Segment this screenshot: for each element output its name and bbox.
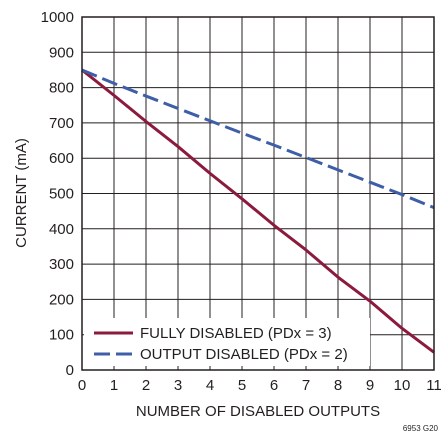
grid <box>82 17 434 370</box>
x-tick-label: 7 <box>302 377 310 394</box>
x-tick-label: 0 <box>78 377 86 394</box>
x-tick-label: 11 <box>426 377 442 394</box>
legend: FULLY DISABLED (PDx = 3) OUTPUT DISABLED… <box>84 318 370 366</box>
x-axis-title: NUMBER OF DISABLED OUTPUTS <box>136 403 380 420</box>
x-tick-label: 8 <box>334 377 342 394</box>
legend-box <box>84 318 370 366</box>
y-tick-label: 100 <box>49 327 74 344</box>
series-line-fully-disabled <box>81 68 435 354</box>
x-tick-label: 6 <box>270 377 278 394</box>
y-tick-label: 400 <box>49 221 74 238</box>
figure-id: 6953 G20 <box>403 424 439 433</box>
x-tick-labels: 0 1 2 3 4 5 6 7 8 9 10 11 <box>78 377 442 394</box>
x-tick-label: 1 <box>110 377 118 394</box>
x-tick-label: 3 <box>174 377 182 394</box>
y-tick-labels: 0 100 200 300 400 500 600 700 800 900 1000 <box>41 9 74 379</box>
series-lines <box>81 68 435 354</box>
y-axis-title: CURRENT (mA) <box>13 138 30 248</box>
x-tick-label: 4 <box>206 377 214 394</box>
y-tick-label: 800 <box>49 80 74 97</box>
x-tick-label: 9 <box>366 377 374 394</box>
y-tick-label: 900 <box>49 44 74 61</box>
x-tick-label: 10 <box>394 377 411 394</box>
y-tick-label: 0 <box>66 362 74 379</box>
legend-label-fully-disabled: FULLY DISABLED (PDx = 3) <box>140 325 332 342</box>
y-tick-label: 700 <box>49 115 74 132</box>
y-tick-label: 300 <box>49 256 74 273</box>
y-tick-label: 200 <box>49 291 74 308</box>
plot-frame <box>81 16 435 371</box>
legend-label-output-disabled: OUTPUT DISABLED (PDx = 2) <box>140 346 348 363</box>
y-tick-label: 500 <box>49 186 74 203</box>
y-tick-label: 1000 <box>41 9 74 26</box>
series-line-output-disabled <box>81 68 435 210</box>
x-tick-label: 2 <box>142 377 150 394</box>
x-tick-label: 5 <box>238 377 246 394</box>
y-tick-label: 600 <box>49 150 74 167</box>
